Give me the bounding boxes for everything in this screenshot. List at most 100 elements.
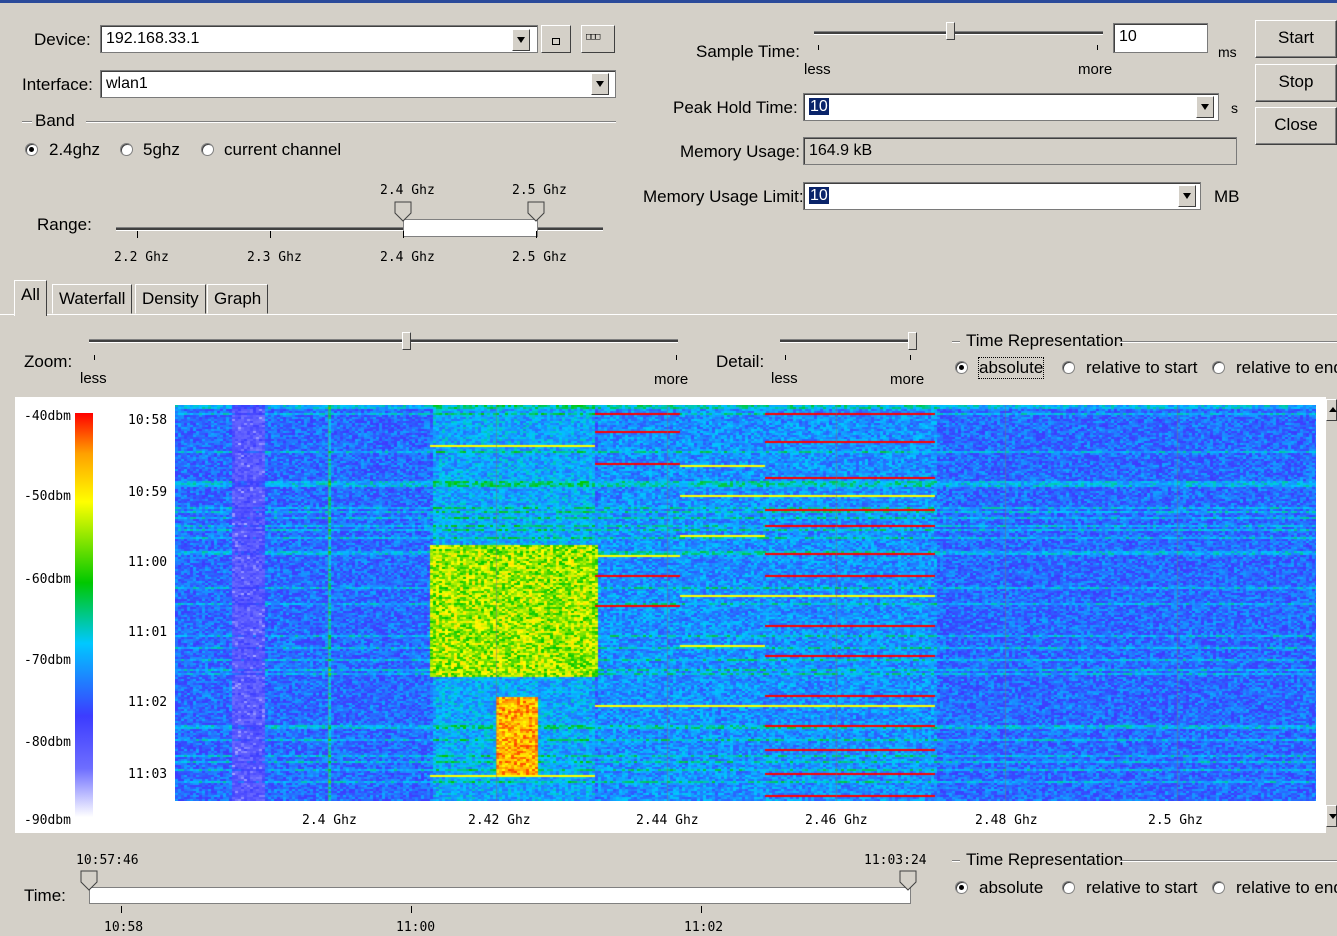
- timeline-start-handle[interactable]: [80, 870, 98, 892]
- scroll-down-button[interactable]: [1326, 805, 1337, 827]
- zoom-more-label: more: [654, 371, 689, 388]
- sample-time-tick: [1097, 45, 1098, 50]
- close-button[interactable]: Close: [1255, 107, 1337, 145]
- timeline-tick-label: 10:58: [104, 920, 144, 935]
- timeline-end-handle[interactable]: [899, 870, 917, 892]
- range-track[interactable]: [116, 227, 603, 231]
- zoom-track[interactable]: [89, 339, 678, 343]
- dbm-label: -90dbm: [24, 813, 71, 828]
- start-button[interactable]: Start: [1255, 20, 1337, 58]
- detail-track[interactable]: [780, 339, 917, 343]
- sample-time-thumb[interactable]: [945, 22, 955, 40]
- time-repr2-absolute-label: absolute: [979, 878, 1044, 897]
- zoom-tick: [676, 355, 677, 360]
- interface-dropdown-button[interactable]: [591, 73, 609, 95]
- tab-graph[interactable]: Graph: [207, 284, 269, 314]
- timeline-tick-label: 11:02: [684, 920, 724, 935]
- device-field[interactable]: 192.168.33.1: [100, 25, 538, 53]
- sample-time-field[interactable]: 10: [1113, 23, 1208, 53]
- time-repr-relative-start-radio[interactable]: [1062, 361, 1075, 374]
- device-value: 192.168.33.1: [106, 30, 200, 47]
- time-repr-divider-left: [952, 341, 960, 343]
- arrow-down-icon: [1329, 814, 1337, 819]
- memory-usage-field: 164.9 kB: [803, 137, 1237, 165]
- tab-all[interactable]: All: [14, 280, 47, 316]
- peak-hold-field[interactable]: 10: [803, 93, 1219, 121]
- time-repr2-title: Time Representation: [966, 850, 1124, 869]
- range-tick: [137, 231, 138, 238]
- freq-label: 2.46 Ghz: [805, 813, 868, 828]
- device-browse-button[interactable]: [541, 25, 571, 53]
- band-divider: [86, 121, 616, 123]
- time-repr-relative-start-label: relative to start: [1086, 358, 1198, 377]
- tab-density[interactable]: Density: [135, 284, 206, 314]
- time-repr2-relative-end-clip: relative to end: [1236, 878, 1337, 900]
- time-repr-relative-end-radio[interactable]: [1212, 361, 1225, 374]
- interface-value: wlan1: [106, 75, 148, 92]
- range-tick: [403, 231, 404, 238]
- sample-time-tick: [818, 45, 819, 50]
- scroll-up-button[interactable]: [1326, 399, 1337, 421]
- time-repr-relative-end-clip: relative to end: [1236, 358, 1337, 380]
- freq-label: 2.5 Ghz: [1148, 813, 1203, 828]
- band-current-channel-label: current channel: [224, 140, 342, 159]
- waterfall-canvas[interactable]: [175, 405, 1316, 801]
- peak-hold-unit: s: [1231, 100, 1238, 116]
- freq-label: 2.42 Ghz: [468, 813, 531, 828]
- dbm-label: -70dbm: [24, 653, 71, 668]
- detail-thumb[interactable]: [908, 332, 917, 350]
- time-repr-divider: [1120, 341, 1337, 343]
- time-label: 11:01: [128, 625, 168, 640]
- time-label: 10:59: [128, 485, 168, 500]
- window-top-border: [0, 0, 1337, 3]
- time-repr2-relative-start-radio[interactable]: [1062, 881, 1075, 894]
- time-repr-absolute-label: absolute: [977, 357, 1045, 379]
- zoom-thumb[interactable]: [402, 332, 412, 350]
- detail-tick: [785, 355, 786, 360]
- sample-time-track[interactable]: [814, 31, 1103, 35]
- device-more-button[interactable]: □□□: [581, 25, 615, 53]
- range-selection[interactable]: [403, 219, 538, 237]
- memory-limit-field[interactable]: 10: [803, 182, 1201, 210]
- freq-label: 2.48 Ghz: [975, 813, 1038, 828]
- stop-button[interactable]: Stop: [1255, 64, 1337, 102]
- range-tick-label: 2.4 Ghz: [380, 250, 435, 265]
- range-tick-label: 2.3 Ghz: [247, 250, 302, 265]
- band-5ghz-radio[interactable]: [120, 143, 133, 156]
- waterfall-scrollbar[interactable]: [1325, 397, 1337, 833]
- memory-usage-label: Memory Usage:: [680, 142, 800, 161]
- time-repr2-relative-start-label: relative to start: [1086, 878, 1198, 897]
- range-start-handle[interactable]: [394, 201, 412, 223]
- memory-limit-dropdown-button[interactable]: [1178, 185, 1196, 207]
- device-dropdown-button[interactable]: [512, 29, 530, 51]
- time-label: 11:00: [128, 555, 168, 570]
- band-24ghz-radio[interactable]: [25, 143, 38, 156]
- timeline-selection[interactable]: [89, 887, 911, 904]
- range-tick: [270, 231, 271, 238]
- peak-hold-value: 10: [809, 98, 829, 115]
- time-repr-absolute-radio[interactable]: [955, 361, 968, 374]
- peak-hold-dropdown-button[interactable]: [1196, 96, 1214, 118]
- range-end-handle[interactable]: [527, 201, 545, 223]
- time-label: 11:02: [128, 695, 168, 710]
- memory-limit-value: 10: [809, 187, 829, 204]
- arrow-up-icon: [1329, 407, 1337, 412]
- time-repr2-absolute-radio[interactable]: [955, 881, 968, 894]
- band-24ghz-label: 2.4ghz: [49, 140, 101, 159]
- timeline-label: Time:: [24, 886, 66, 905]
- time-repr2-divider-left: [952, 860, 960, 862]
- sample-time-unit: ms: [1218, 44, 1237, 60]
- band-divider-left: [22, 121, 32, 123]
- sample-time-more-label: more: [1078, 61, 1113, 78]
- time-repr2-relative-end-radio[interactable]: [1212, 881, 1225, 894]
- peak-hold-label: Peak Hold Time:: [673, 98, 798, 117]
- timeline-start-label: 10:57:46: [76, 853, 139, 868]
- time-label: 10:58: [128, 413, 168, 428]
- zoom-tick: [94, 355, 95, 360]
- range-tick-label: 2.2 Ghz: [114, 250, 169, 265]
- interface-field[interactable]: wlan1: [100, 70, 616, 98]
- detail-label: Detail:: [716, 352, 765, 371]
- time-repr2-divider: [1120, 860, 1337, 862]
- tab-waterfall[interactable]: Waterfall: [52, 284, 133, 314]
- band-current-channel-radio[interactable]: [201, 143, 214, 156]
